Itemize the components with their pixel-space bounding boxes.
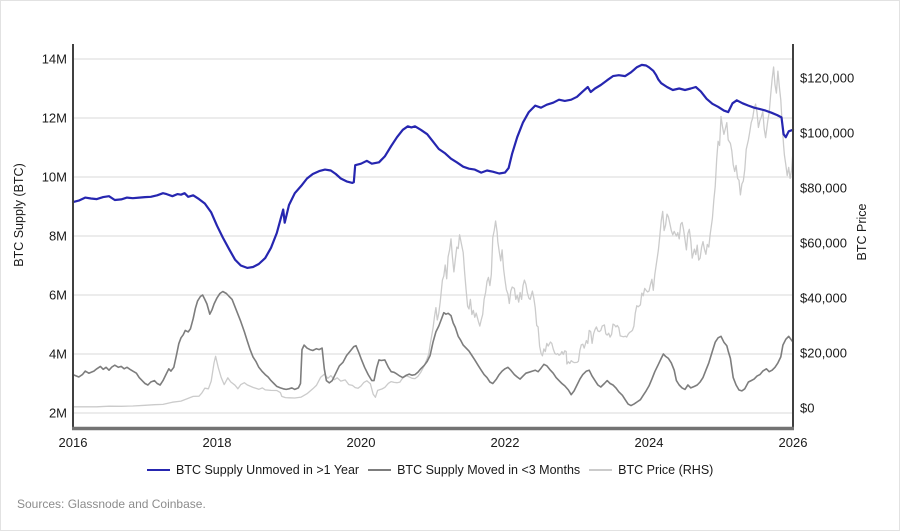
y-right-tick-label: $0	[800, 401, 814, 416]
line-swatch-lightgray	[589, 469, 613, 471]
y-left-tick-label: 10M	[42, 170, 67, 185]
y-right-tick-label: $120,000	[800, 71, 854, 86]
axis-lines	[72, 44, 794, 431]
x-tick-label: 2026	[779, 435, 808, 450]
series-lines	[71, 63, 795, 408]
x-tick-label: 2020	[347, 435, 376, 450]
y-left-axis-title: BTC Supply (BTC)	[12, 163, 26, 267]
y-left-tick-label: 12M	[42, 111, 67, 126]
series-line-2	[72, 66, 794, 408]
y-right-tick-label: $60,000	[800, 236, 847, 251]
gridlines	[73, 58, 793, 414]
x-tick-label: 2018	[203, 435, 232, 450]
legend: BTC Supply Unmoved in >1 Year BTC Supply…	[147, 463, 713, 477]
series-line-1	[72, 290, 794, 407]
legend-label: BTC Supply Unmoved in >1 Year	[176, 463, 360, 477]
y-left-tick-label: 4M	[49, 347, 67, 362]
sources-note: Sources: Glassnode and Coinbase.	[17, 497, 206, 511]
y-right-tick-label: $80,000	[800, 181, 847, 196]
legend-item-price: BTC Price (RHS)	[589, 463, 713, 477]
y-left-tick-label: 2M	[49, 406, 67, 421]
y-right-tick-label: $100,000	[800, 126, 854, 141]
y-left-tick-label: 14M	[42, 52, 67, 67]
x-tick-label: 2016	[59, 435, 88, 450]
line-swatch-gray	[368, 469, 392, 471]
x-tick-label: 2024	[635, 435, 664, 450]
y-right-axis-title: BTC Price	[855, 203, 869, 261]
legend-label: BTC Supply Moved in <3 Months	[397, 463, 581, 477]
y-right-tick-label: $40,000	[800, 291, 847, 306]
legend-item-moved: BTC Supply Moved in <3 Months	[368, 463, 580, 477]
x-tick-label: 2022	[491, 435, 520, 450]
line-swatch-blue	[147, 469, 170, 471]
series-line-0	[71, 63, 795, 269]
y-left-tick-label: 6M	[49, 288, 67, 303]
tick-labels: 14M 12M 10M 8M 6M 4M 2M $120,000 $100,000 $80,000…	[42, 52, 855, 451]
y-right-tick-label: $20,000	[800, 346, 847, 361]
legend-item-unmoved: BTC Supply Unmoved in >1 Year	[147, 463, 359, 477]
y-left-tick-label: 8M	[49, 229, 67, 244]
legend-label: BTC Price (RHS)	[618, 463, 714, 477]
